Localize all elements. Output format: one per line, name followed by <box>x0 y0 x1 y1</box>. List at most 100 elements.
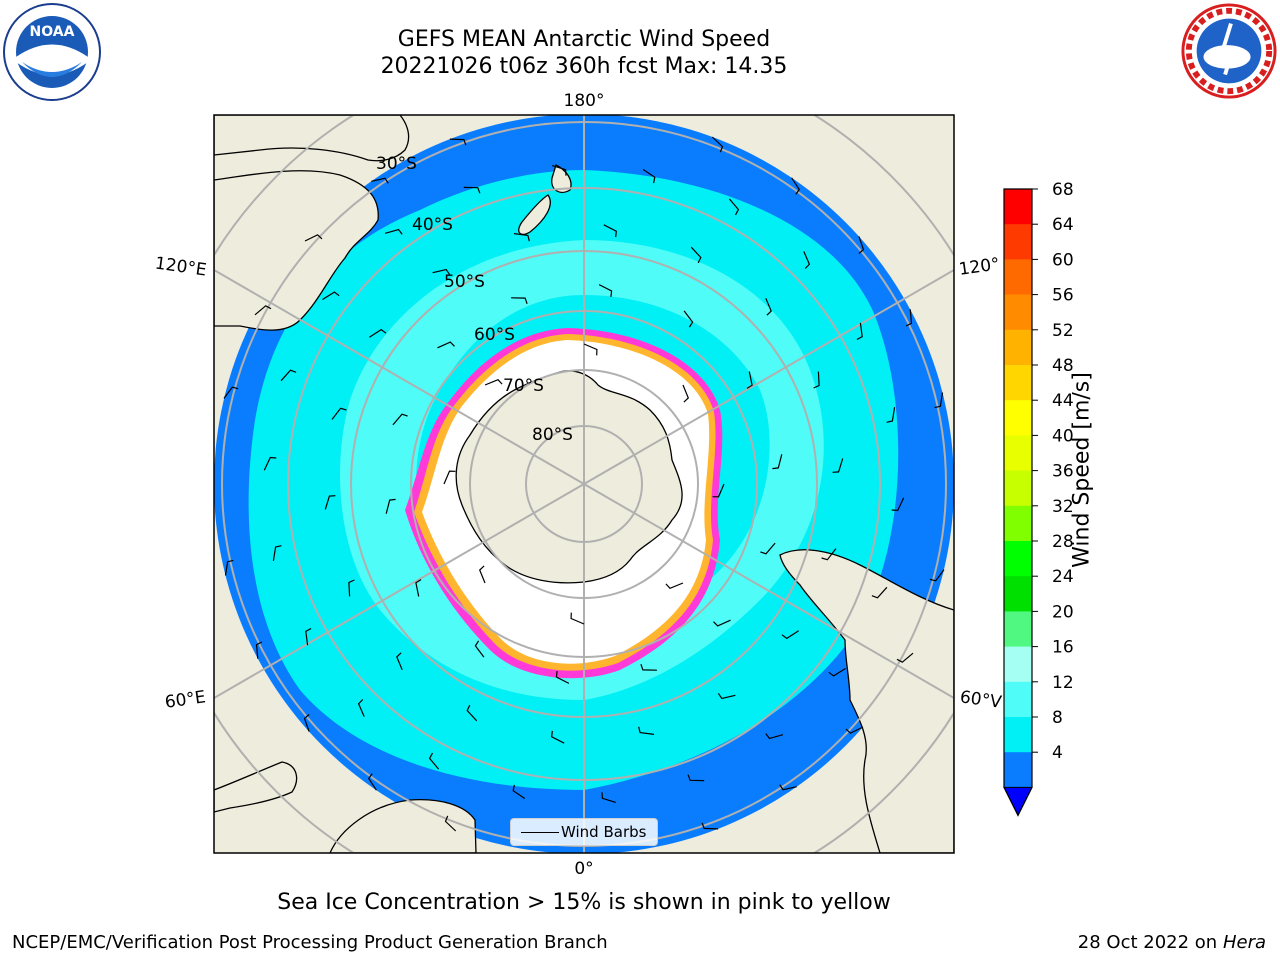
colorbar-segment <box>1004 224 1032 260</box>
colorbar-tick-label: 44 <box>1052 391 1074 411</box>
lon-label-120w: 120° <box>958 254 1001 280</box>
wind-barb <box>551 730 565 744</box>
colorbar-tick-label: 28 <box>1052 532 1074 552</box>
wind-barb <box>392 413 408 426</box>
wind-barb <box>712 483 725 498</box>
colorbar-segment <box>1004 470 1032 507</box>
wind-barb <box>640 664 657 671</box>
colorbar-segment <box>1004 189 1032 225</box>
southeast-asia-landmass <box>214 115 410 162</box>
footer-credit: NCEP/EMC/Verification Post Processing Pr… <box>12 932 608 953</box>
svg-text:NOAA: NOAA <box>30 24 75 40</box>
footer-date: 28 Oct 2022 on Hera <box>1078 932 1266 953</box>
colorbar-tick-label: 60 <box>1052 250 1074 270</box>
new-zealand-south <box>518 194 551 236</box>
wind-barb <box>555 671 570 684</box>
legend-line-sample <box>521 832 559 833</box>
colorbar-tick-label: 8 <box>1052 708 1063 728</box>
wind-barb <box>821 548 837 561</box>
wind-barb <box>466 704 478 722</box>
wind-barb <box>331 407 347 420</box>
wind-barb <box>728 198 740 216</box>
wind-barb <box>858 236 865 254</box>
wind-barb <box>760 542 776 555</box>
wind-barb <box>905 309 913 327</box>
wind-barb <box>255 641 263 659</box>
colorbar-tick-label: 68 <box>1052 180 1074 200</box>
wind-barb <box>856 322 863 341</box>
wind-barb <box>711 136 724 153</box>
footer-date-text: 28 Oct 2022 on <box>1077 932 1223 953</box>
wind-barb <box>690 246 702 264</box>
wind-barb <box>828 667 846 677</box>
lat-label-60s: 60°S <box>474 325 515 345</box>
colorbar-segment <box>1004 681 1032 718</box>
wind-barb <box>803 251 811 269</box>
wind-barb <box>272 545 282 561</box>
lon-label-120e: 120°E <box>154 254 208 281</box>
colorbar-tick-label: 20 <box>1052 602 1074 622</box>
wind-barb <box>601 792 616 803</box>
wind-barb <box>713 619 731 627</box>
lat-label-70s: 70°S <box>503 376 544 396</box>
wind-barb <box>638 726 655 735</box>
wind-barb <box>305 627 312 646</box>
colorbar-segment <box>1004 717 1032 753</box>
madagascar-landmass <box>214 761 298 813</box>
wind-barb <box>474 640 485 658</box>
colorbar-extend-arrow <box>1003 786 1033 817</box>
lat-label-30s: 30°S <box>376 154 417 174</box>
antarctica-landmass <box>455 370 683 584</box>
wind-barb <box>437 341 455 349</box>
lat-label-40s: 40°S <box>412 215 453 235</box>
wind-barb <box>552 165 567 176</box>
colorbar-tick-label: 12 <box>1052 673 1074 693</box>
wind-barb <box>832 458 844 473</box>
wind-barb <box>845 726 864 734</box>
wind-barb <box>224 559 234 576</box>
lat-label-50s: 50°S <box>444 272 485 292</box>
colorbar: 68 64 60 56 52 48 44 40 36 32 28 24 20 16 12 8 4 <box>1003 180 1074 817</box>
map-frame <box>213 114 955 854</box>
wind-barbs-legend: Wind Barbs <box>510 818 658 846</box>
wind-barb <box>701 822 719 830</box>
colorbar-segment <box>1004 505 1032 542</box>
sea-ice-caption: Sea Ice Concentration > 15% is shown in … <box>277 890 891 915</box>
wind-barb <box>896 652 914 663</box>
wind-barb <box>432 268 451 275</box>
wind-barb <box>598 284 613 297</box>
noaa-logo: NOAA <box>3 3 101 101</box>
wind-barb <box>813 371 820 389</box>
wind-barb <box>396 652 403 671</box>
wind-barb <box>443 470 456 485</box>
wind-barb <box>891 497 905 512</box>
wind-barb <box>765 297 772 316</box>
lon-label-180: 180° <box>564 91 605 111</box>
wind-barb <box>263 456 277 471</box>
colorbar-segment <box>1004 611 1032 648</box>
wind-barb <box>484 378 503 386</box>
australia-landmass <box>214 170 379 331</box>
lon-label-0: 0° <box>574 859 593 879</box>
colorbar-tick-label: 36 <box>1052 462 1074 482</box>
wind-barb <box>682 384 690 403</box>
wind-barb <box>415 579 422 597</box>
wind-barb <box>934 392 944 409</box>
colorbar-tick-label: 4 <box>1052 743 1063 763</box>
wind-barb <box>367 773 377 791</box>
wind-barb <box>570 612 585 625</box>
colorbar-tick-label: 24 <box>1052 567 1074 587</box>
wind-barbs <box>223 136 945 832</box>
lon-label-60w: 60°V <box>959 687 1004 713</box>
wind-barb <box>513 233 530 242</box>
graticule <box>214 115 954 853</box>
wind-barb <box>357 699 365 717</box>
colorbar-tick-label: 32 <box>1052 497 1074 517</box>
africa-landmass <box>329 799 477 853</box>
lat-label-80s: 80°S <box>532 425 573 445</box>
colorbar-segment <box>1004 365 1032 401</box>
wind-barb <box>781 630 799 640</box>
wind-barb <box>304 234 323 242</box>
wind-barb <box>322 291 340 301</box>
